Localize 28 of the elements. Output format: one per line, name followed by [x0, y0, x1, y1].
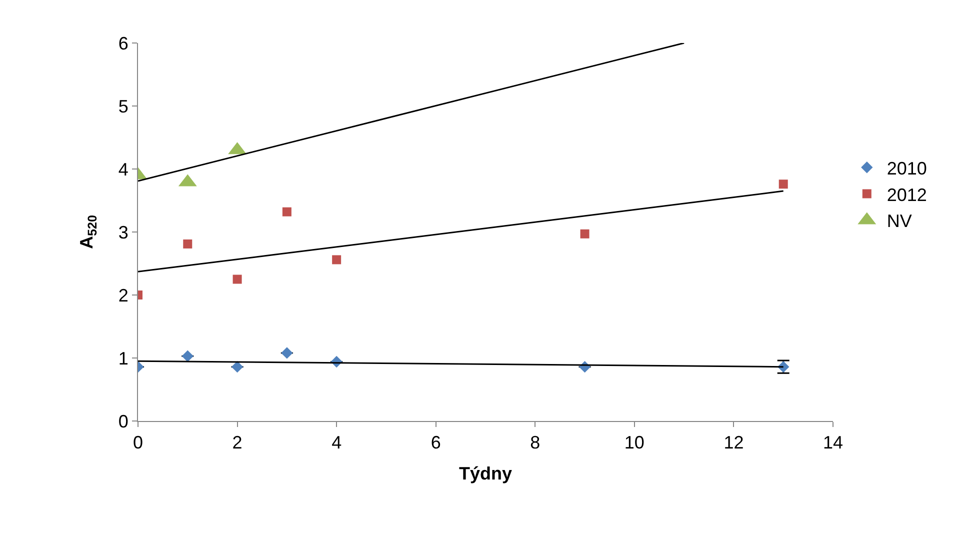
x-tick-label: 8 [530, 432, 540, 453]
legend-label: 2012 [886, 184, 927, 205]
y-tick-label: 0 [118, 411, 128, 432]
point [232, 274, 242, 284]
y-tick-label: 5 [118, 96, 128, 116]
point [281, 347, 293, 359]
x-tick-label: 14 [822, 432, 844, 453]
point [231, 360, 244, 373]
point [182, 350, 194, 362]
point [332, 255, 342, 264]
x-tick-label: 10 [624, 432, 644, 453]
y-tick-label: 1 [118, 348, 128, 368]
x-tick-label: 4 [332, 432, 342, 453]
point [580, 229, 590, 238]
x-tick-label: 0 [132, 432, 144, 453]
y-tick-label: 4 [118, 159, 128, 180]
x-tick-label: 2 [232, 432, 242, 453]
x-tick-label: 6 [430, 432, 441, 453]
point [282, 207, 292, 216]
point [183, 239, 192, 248]
y-tick-label: 2 [118, 285, 128, 306]
x-axis-title: Týdny [458, 464, 512, 484]
y-tick-label: 3 [118, 222, 128, 242]
y-tick-label: 6 [118, 33, 128, 54]
x-tick-label: 12 [724, 432, 744, 453]
legend-label: 2010 [886, 158, 927, 178]
point [778, 180, 788, 189]
legend-label: NV [886, 211, 912, 232]
